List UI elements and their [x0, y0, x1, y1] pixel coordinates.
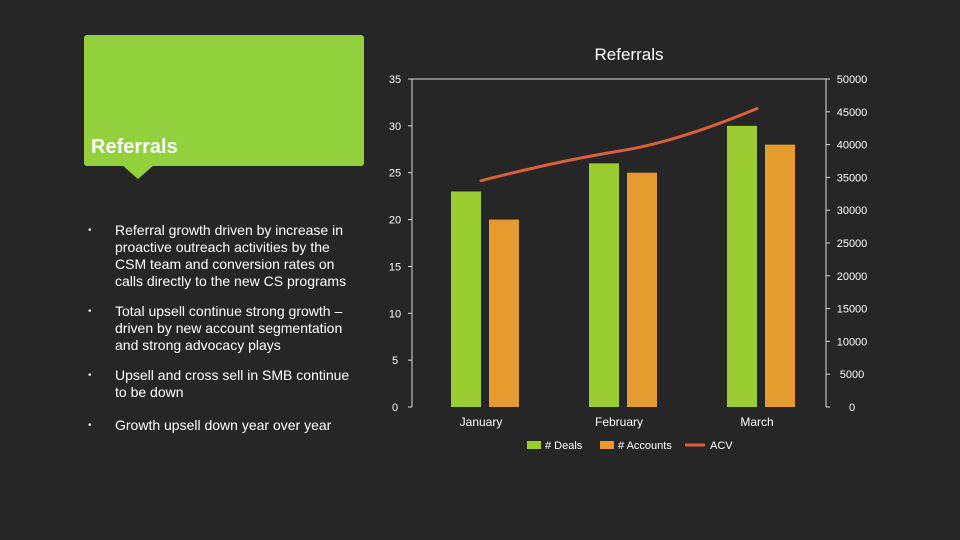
bullet-item: • Total upsell continue strong growth – … [88, 303, 358, 354]
y-right-tick-label: 45000 [837, 107, 868, 119]
y-right-tick-label: 40000 [837, 140, 868, 152]
bar-deals [451, 191, 481, 407]
bar-accounts [489, 219, 519, 407]
y-right-tick-label: 35000 [837, 172, 868, 184]
y-left-tick-label: 25 [389, 168, 401, 180]
legend-deals-swatch [527, 441, 541, 449]
bullet-dot: • [88, 225, 92, 236]
legend-accounts-label: # Accounts [618, 440, 672, 452]
bullet-text: Referral growth driven by increase in pr… [115, 222, 347, 289]
y-left-tick-label: 30 [389, 121, 401, 133]
y-right-tick-label: 50000 [837, 74, 868, 86]
callout-box [84, 35, 364, 166]
y-right-tick-label: 15000 [837, 304, 868, 316]
bullet-item: • Upsell and cross sell in SMB continue … [88, 367, 358, 401]
x-tick-label: February [595, 415, 643, 429]
y-left-tick-label: 5 [392, 355, 398, 367]
bullet-text: Total upsell continue strong growth – dr… [115, 303, 343, 353]
y-right-tick-label: 5000 [840, 369, 864, 381]
callout-title: Referrals [91, 136, 178, 158]
x-tick-label: March [740, 415, 773, 429]
bullet-dot: • [88, 306, 92, 317]
chart-title: Referrals [595, 45, 664, 64]
legend-acv-label: ACV [710, 440, 733, 452]
y-right-tick-label: 25000 [837, 238, 868, 250]
bullet-list: • Referral growth driven by increase in … [88, 222, 358, 447]
bullet-dot: • [88, 420, 92, 431]
bullet-item: • Growth upsell down year over year [88, 417, 358, 434]
y-left-tick-label: 0 [392, 402, 398, 414]
bar-accounts [765, 144, 795, 407]
callout-pointer [122, 165, 154, 179]
y-left-tick-label: 20 [389, 215, 401, 227]
y-left-tick-label: 35 [389, 74, 401, 86]
legend-accounts-swatch [600, 441, 614, 449]
bar-accounts [627, 172, 657, 407]
y-left-tick-label: 15 [389, 261, 401, 273]
y-left-tick-label: 10 [389, 308, 401, 320]
legend-deals-label: # Deals [545, 440, 583, 452]
bar-deals [589, 163, 619, 407]
bullet-text: Growth upsell down year over year [115, 417, 332, 433]
bar-deals [727, 125, 757, 407]
y-right-tick-label: 10000 [837, 336, 868, 348]
bullet-item: • Referral growth driven by increase in … [88, 222, 358, 290]
x-tick-label: January [460, 415, 503, 429]
y-right-tick-label: 30000 [837, 205, 868, 217]
y-right-tick-label: 20000 [837, 271, 868, 283]
acv-line [479, 107, 759, 183]
bullet-dot: • [88, 370, 92, 381]
y-right-tick-label: 0 [849, 402, 855, 414]
bullet-text: Upsell and cross sell in SMB continue to… [115, 367, 350, 400]
